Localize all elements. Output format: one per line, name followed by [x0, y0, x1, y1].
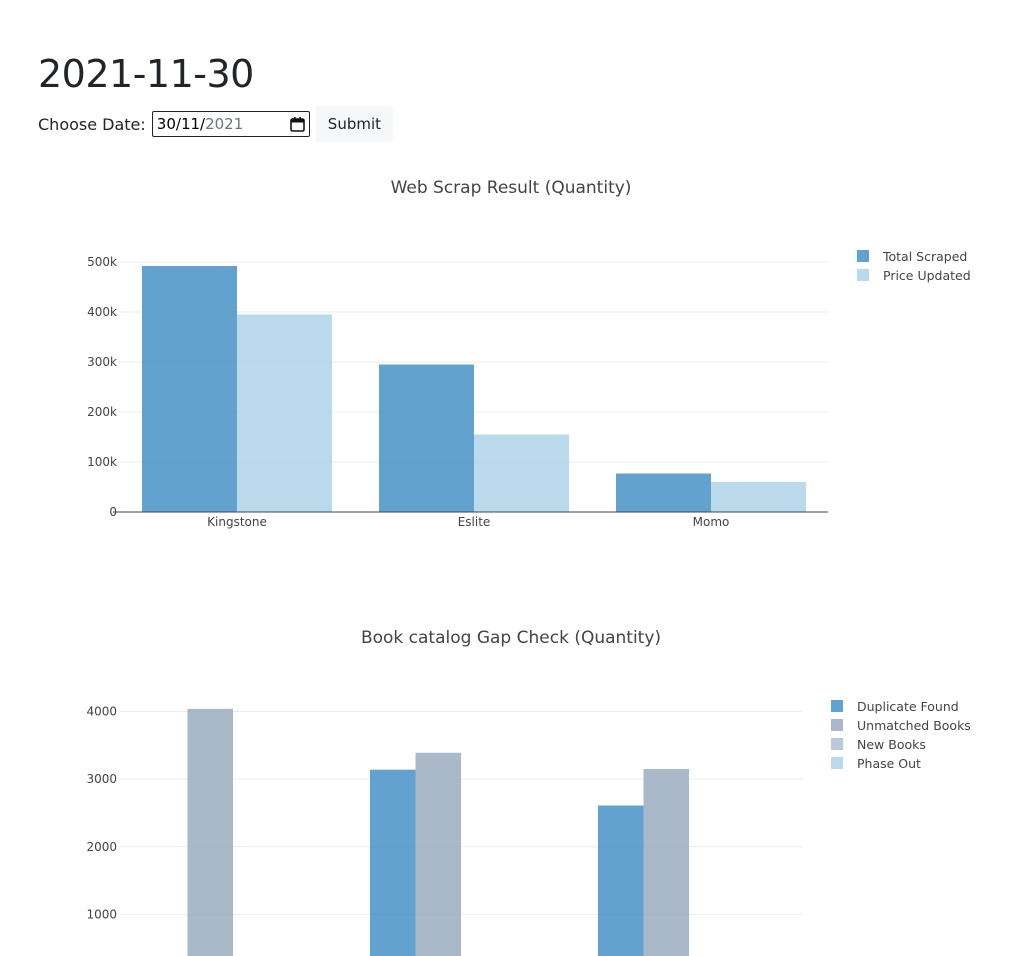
bar: [474, 434, 569, 512]
chart-title: Web Scrap Result (Quantity): [391, 178, 632, 198]
page-title: 2021-11-30: [38, 52, 254, 96]
submit-button[interactable]: Submit: [315, 106, 394, 142]
y-tick-label: 100k: [87, 455, 117, 469]
y-tick-label: 200k: [87, 405, 117, 419]
chart-title: Book catalog Gap Check (Quantity): [361, 628, 661, 648]
web-scrap-chart-svg: Web Scrap Result (Quantity)0100k200k300k…: [87, 178, 971, 529]
bar: [370, 769, 416, 956]
catalog-gap-chart-svg: Book catalog Gap Check (Quantity) 1000 200…: [86, 628, 971, 956]
legend-label: Unmatched Books: [857, 718, 971, 733]
legend-swatch: [857, 250, 869, 262]
y-tick-label: 500k: [87, 255, 117, 269]
bar: [643, 769, 689, 956]
legend-swatch: [831, 719, 843, 731]
calendar-icon[interactable]: [289, 116, 305, 132]
y-tick-label: 2000: [86, 840, 117, 854]
bar: [616, 473, 711, 512]
y-tick-label: 400k: [87, 305, 117, 319]
x-tick-label: Momo: [693, 515, 730, 529]
bar: [711, 482, 806, 512]
web-scrap-chart: Web Scrap Result (Quantity) 0 100k 200k 300k…: [0, 160, 1036, 560]
y-tick-label: 4000: [86, 705, 117, 719]
y-tick-label: 300k: [87, 355, 117, 369]
legend-label: Price Updated: [883, 268, 971, 283]
legend-swatch: [831, 738, 843, 750]
date-year: 2021: [205, 115, 244, 133]
legend-label: Phase Out: [857, 756, 921, 771]
bar: [415, 752, 461, 956]
legend-label: New Books: [857, 737, 926, 752]
catalog-gap-chart: Book catalog Gap Check (Quantity) 1000 200…: [0, 610, 1036, 956]
y-tick-label: 3000: [86, 772, 117, 786]
legend-swatch: [831, 757, 843, 769]
x-tick-label: Kingstone: [207, 515, 267, 529]
legend-label: Total Scraped: [882, 249, 967, 264]
date-day-month: 30/11/: [156, 115, 206, 133]
bar: [598, 805, 644, 956]
choose-date-label: Choose Date:: [38, 114, 146, 134]
legend-swatch: [831, 700, 843, 712]
bar: [379, 364, 474, 512]
bar: [237, 314, 332, 512]
legend-swatch: [857, 269, 869, 281]
y-tick-label: 1000: [86, 907, 117, 921]
date-input[interactable]: 30/11/2021: [151, 111, 310, 137]
bar: [142, 266, 237, 512]
date-form: Choose Date: 30/11/2021 Submit: [38, 106, 394, 142]
legend-label: Duplicate Found: [857, 699, 959, 714]
x-tick-label: Eslite: [458, 515, 491, 529]
bar: [187, 708, 233, 956]
